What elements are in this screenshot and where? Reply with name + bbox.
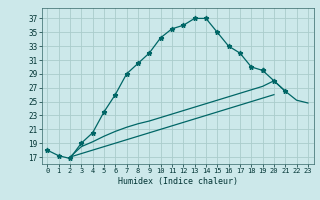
X-axis label: Humidex (Indice chaleur): Humidex (Indice chaleur) bbox=[118, 177, 237, 186]
